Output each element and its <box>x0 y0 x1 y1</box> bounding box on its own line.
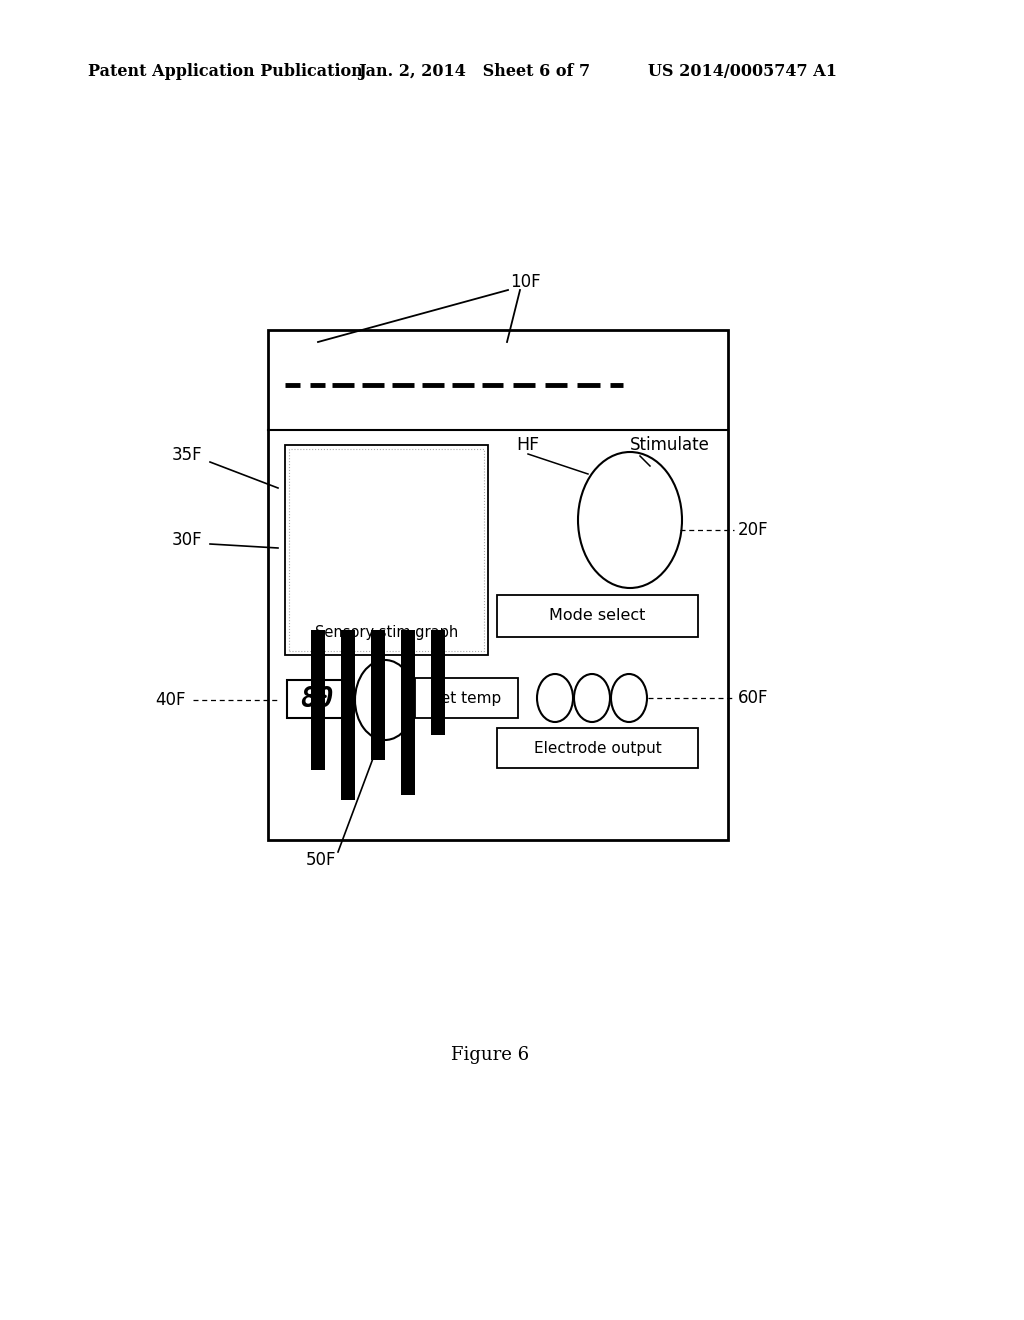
Text: HF: HF <box>516 436 539 454</box>
Text: Electrode output: Electrode output <box>534 741 662 755</box>
Bar <box>289 449 484 651</box>
Text: Figure 6: Figure 6 <box>451 1045 529 1064</box>
Bar <box>431 630 445 735</box>
Bar <box>497 729 698 768</box>
Bar <box>287 680 347 718</box>
Text: 20F: 20F <box>738 521 769 539</box>
Text: 50F: 50F <box>306 851 337 869</box>
Text: 60F: 60F <box>738 689 768 708</box>
Ellipse shape <box>574 675 610 722</box>
Bar <box>285 445 488 655</box>
Bar <box>371 630 385 760</box>
Ellipse shape <box>578 451 682 587</box>
Text: 30F: 30F <box>172 531 203 549</box>
Bar <box>415 678 518 718</box>
Ellipse shape <box>355 660 415 741</box>
Text: 10F: 10F <box>510 273 541 290</box>
Text: Mode select: Mode select <box>549 609 646 623</box>
Bar <box>268 330 728 840</box>
Text: Patent Application Publication: Patent Application Publication <box>88 63 362 81</box>
Ellipse shape <box>611 675 647 722</box>
Text: 80: 80 <box>300 685 334 713</box>
Text: Set temp: Set temp <box>431 690 502 705</box>
Text: Sensory stim graph: Sensory stim graph <box>314 626 458 640</box>
Bar <box>497 595 698 638</box>
Text: 40F: 40F <box>155 690 185 709</box>
Text: Stimulate: Stimulate <box>630 436 710 454</box>
Text: 35F: 35F <box>172 446 203 465</box>
Bar <box>341 630 355 800</box>
Text: Jan. 2, 2014   Sheet 6 of 7: Jan. 2, 2014 Sheet 6 of 7 <box>358 63 590 81</box>
Text: US 2014/0005747 A1: US 2014/0005747 A1 <box>648 63 837 81</box>
Bar <box>311 630 325 770</box>
Ellipse shape <box>537 675 573 722</box>
Bar <box>401 630 415 795</box>
